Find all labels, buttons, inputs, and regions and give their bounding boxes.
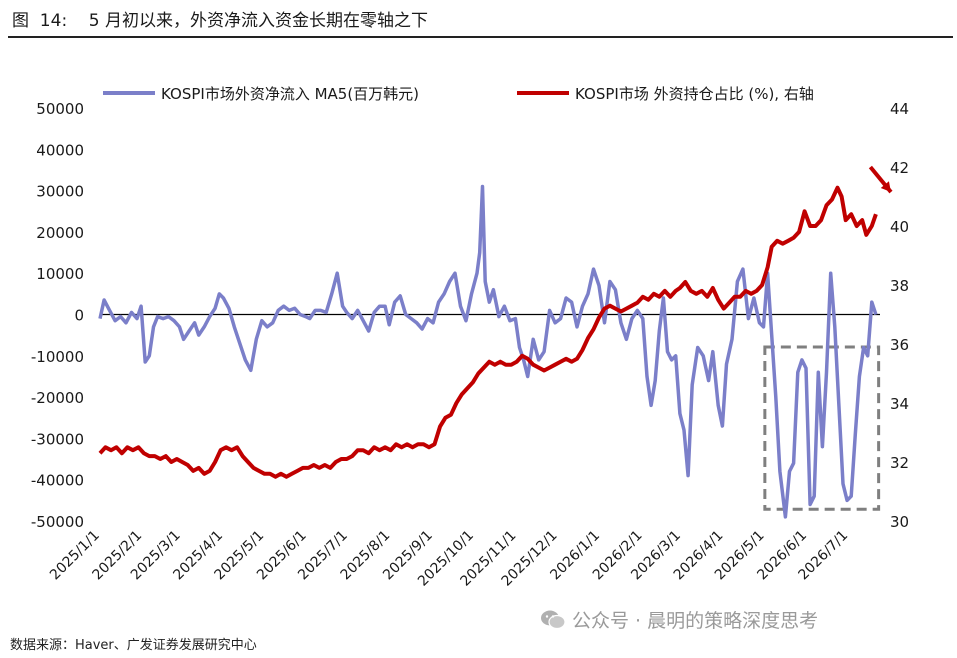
trend-arrow-head: [880, 181, 891, 193]
legend-label-share: KOSPI市场 外资持仓占比 (%), 右轴: [575, 85, 814, 103]
y-left-tick-label: 20000: [36, 224, 84, 242]
y-right-tick-label: 38: [890, 277, 909, 295]
y-left-tick-label: 0: [74, 307, 84, 325]
source-note: 数据来源：Haver、广发证券发展研究中心: [10, 638, 257, 653]
series-line-flow: [98, 184, 878, 519]
y-right-tick-label: 40: [890, 218, 909, 236]
y-left-tick-label: 10000: [36, 265, 84, 283]
y-left-tick-label: 50000: [36, 100, 84, 118]
watermark-text: 公众号 · 晨明的策略深度思考: [572, 610, 819, 632]
title-divider: [8, 36, 953, 38]
chart: KOSPI市场外资净流入 MA5(百万韩元) KOSPI市场 外资持仓占比 (%…: [31, 85, 909, 590]
y-right-tick-label: 34: [890, 395, 909, 413]
y-right-tick-label: 44: [890, 100, 909, 118]
y-right-tick-label: 30: [890, 513, 909, 531]
y-left-tick-label: -10000: [31, 348, 84, 366]
y-left-tick-label: -30000: [31, 430, 84, 448]
wechat-icon: [541, 610, 566, 630]
series-line-share: [98, 185, 878, 479]
figure-title: 图 14: 5 月初以来，外资净流入资金长期在零轴之下: [12, 11, 429, 31]
highlight-dashed-box: [763, 345, 881, 511]
x-axis: 2025/1/12025/2/12025/3/12025/4/12025/5/1…: [47, 528, 851, 590]
annotations: [763, 165, 893, 511]
y-left-tick-label: 30000: [36, 183, 84, 201]
watermark: 公众号 · 晨明的策略深度思考: [540, 606, 818, 633]
y-right-tick-label: 32: [890, 454, 909, 472]
y-left-tick-label: -40000: [31, 472, 84, 490]
y-right-tick-label: 42: [890, 159, 909, 177]
legend-label-flow: KOSPI市场外资净流入 MA5(百万韩元): [161, 85, 419, 103]
y-left-tick-label: -50000: [31, 513, 84, 531]
left-axis: -50000 -40000 -30000 -20000 -10000 0 10000 2000…: [31, 100, 84, 531]
y-left-tick-label: 40000: [36, 141, 84, 159]
y-left-tick-label: -20000: [31, 389, 84, 407]
legend: KOSPI市场外资净流入 MA5(百万韩元) KOSPI市场 外资持仓占比 (%…: [103, 85, 814, 103]
y-right-tick-label: 36: [890, 336, 909, 354]
right-axis: 30 32 34 36 38 40 42 44: [890, 100, 909, 531]
